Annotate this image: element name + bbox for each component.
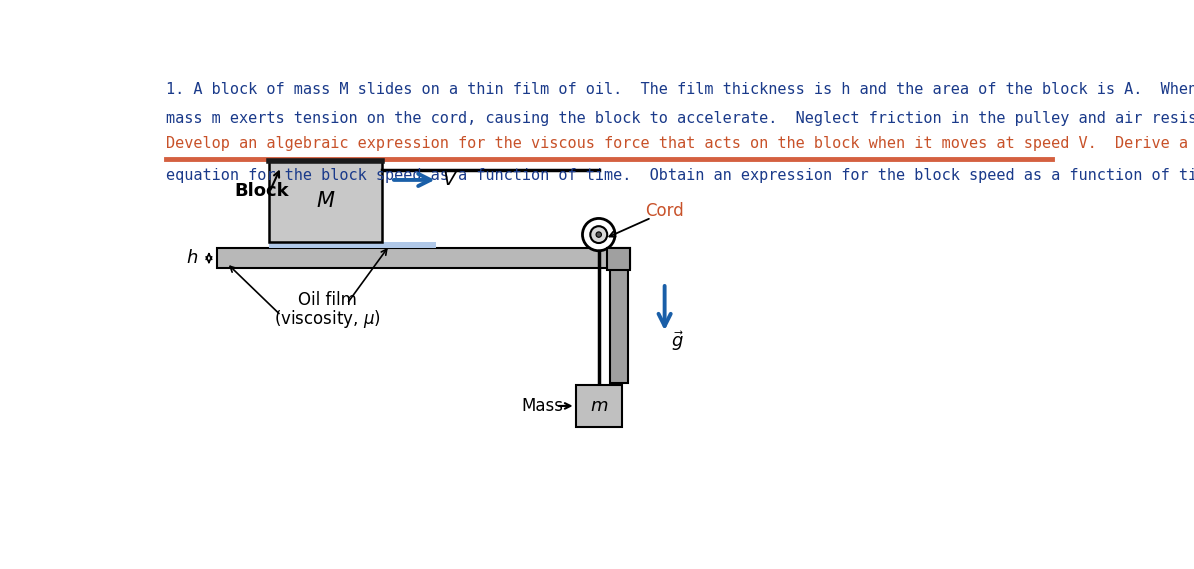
Circle shape [583,218,615,251]
Text: Develop an algebraic expression for the viscous force that acts on the block whe: Develop an algebraic expression for the … [166,136,1194,151]
Text: $m$: $m$ [590,397,608,415]
FancyBboxPatch shape [216,249,629,267]
Text: $h$: $h$ [186,249,198,267]
Text: (viscosity, $\mu$): (viscosity, $\mu$) [275,307,381,329]
Text: $M$: $M$ [316,191,336,211]
Text: Oil film: Oil film [298,291,357,309]
Text: mass m exerts tension on the cord, causing the block to accelerate.  Neglect fri: mass m exerts tension on the cord, causi… [166,110,1194,126]
FancyBboxPatch shape [607,249,629,270]
Text: 1. A block of mass M slides on a thin film of oil.  The film thickness is h and : 1. A block of mass M slides on a thin fi… [166,82,1194,97]
Text: $\vec{g}$: $\vec{g}$ [671,329,684,353]
FancyBboxPatch shape [576,385,622,427]
Circle shape [590,226,608,243]
FancyBboxPatch shape [270,241,436,249]
FancyBboxPatch shape [610,267,628,383]
Text: Block: Block [234,182,289,200]
Text: equation for the block speed as a function of time.  Obtain an expression for th: equation for the block speed as a functi… [166,168,1194,183]
Text: Cord: Cord [645,203,684,221]
Text: $V$: $V$ [442,171,458,189]
Text: Mass: Mass [522,397,564,415]
Circle shape [596,232,602,237]
FancyBboxPatch shape [270,160,382,241]
